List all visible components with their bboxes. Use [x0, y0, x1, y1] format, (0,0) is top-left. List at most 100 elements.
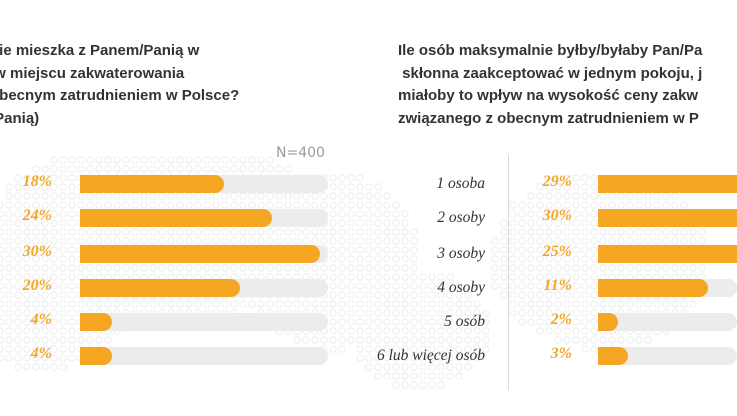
- background-dot: [0, 201, 4, 209]
- background-dot: [401, 237, 409, 245]
- background-dot: [383, 318, 391, 326]
- background-dot: [41, 273, 49, 281]
- background-dot: [410, 327, 418, 335]
- value-label: 30%: [22, 243, 52, 260]
- background-dot: [536, 309, 544, 317]
- background-dot: [383, 210, 391, 218]
- background-dot: [68, 219, 76, 227]
- background-dot: [131, 228, 139, 236]
- background-dot: [14, 345, 22, 353]
- background-dot: [230, 300, 238, 308]
- background-dot: [284, 192, 292, 200]
- background-dot: [131, 300, 139, 308]
- background-dot: [68, 300, 76, 308]
- background-dot: [302, 336, 310, 344]
- background-dot: [581, 174, 589, 182]
- background-dot: [320, 201, 328, 209]
- background-dot: [167, 228, 175, 236]
- background-dot: [86, 201, 94, 209]
- background-dot: [5, 291, 13, 299]
- background-dot: [374, 363, 382, 371]
- background-dot: [5, 273, 13, 281]
- category-label: 4 osoby: [437, 279, 485, 296]
- background-dot: [338, 273, 346, 281]
- background-dot: [338, 309, 346, 317]
- background-dot: [635, 192, 643, 200]
- background-dot: [590, 192, 598, 200]
- background-dot: [401, 363, 409, 371]
- background-dot: [464, 327, 472, 335]
- background-dot: [599, 192, 607, 200]
- background-dot: [0, 345, 4, 353]
- background-dot: [284, 300, 292, 308]
- background-dot: [5, 246, 13, 254]
- background-dot: [32, 282, 40, 290]
- background-dot: [14, 309, 22, 317]
- background-dot: [590, 327, 598, 335]
- background-dot: [230, 192, 238, 200]
- background-dot: [86, 237, 94, 245]
- background-dot: [608, 228, 616, 236]
- background-dot: [221, 237, 229, 245]
- background-dot: [428, 273, 436, 281]
- background-dot: [275, 228, 283, 236]
- background-dot: [176, 237, 184, 245]
- bar: [598, 245, 737, 263]
- background-dot: [41, 282, 49, 290]
- background-dot: [50, 264, 58, 272]
- background-dot: [194, 192, 202, 200]
- background-dot: [338, 327, 346, 335]
- background-dot: [239, 264, 247, 272]
- background-dot: [59, 309, 67, 317]
- background-dot: [14, 201, 22, 209]
- background-dot: [14, 354, 22, 362]
- background-dot: [509, 219, 517, 227]
- background-dot: [338, 228, 346, 236]
- background-dot: [392, 318, 400, 326]
- background-dot: [212, 264, 220, 272]
- background-dot: [545, 255, 553, 263]
- background-dot: [77, 165, 85, 173]
- background-dot: [302, 237, 310, 245]
- background-dot: [302, 201, 310, 209]
- background-dot: [293, 300, 301, 308]
- background-dot: [527, 246, 535, 254]
- background-dot: [383, 219, 391, 227]
- background-dot: [536, 228, 544, 236]
- background-dot: [518, 300, 526, 308]
- background-dot: [662, 228, 670, 236]
- background-dot: [203, 201, 211, 209]
- background-dot: [320, 192, 328, 200]
- background-dot: [356, 192, 364, 200]
- background-dot: [86, 228, 94, 236]
- background-dot: [356, 300, 364, 308]
- background-dot: [437, 327, 445, 335]
- background-dot: [554, 264, 562, 272]
- background-dot: [437, 282, 445, 290]
- background-dot: [680, 237, 688, 245]
- background-dot: [59, 300, 67, 308]
- background-dot: [248, 201, 256, 209]
- background-dot: [455, 327, 463, 335]
- bar: [80, 209, 272, 227]
- background-dot: [428, 282, 436, 290]
- background-dot: [356, 201, 364, 209]
- background-dot: [149, 237, 157, 245]
- background-dot: [248, 165, 256, 173]
- background-dot: [185, 300, 193, 308]
- background-dot: [50, 300, 58, 308]
- value-label: 29%: [542, 173, 572, 190]
- background-dot: [365, 300, 373, 308]
- background-dot: [689, 264, 697, 272]
- background-dot: [680, 264, 688, 272]
- background-dot: [59, 237, 67, 245]
- background-dot: [149, 300, 157, 308]
- background-dot: [275, 165, 283, 173]
- background-dot: [491, 237, 499, 245]
- value-label: 2%: [550, 311, 572, 328]
- background-dot: [32, 264, 40, 272]
- background-dot: [311, 192, 319, 200]
- background-dot: [572, 219, 580, 227]
- background-dot: [68, 354, 76, 362]
- background-dot: [32, 300, 40, 308]
